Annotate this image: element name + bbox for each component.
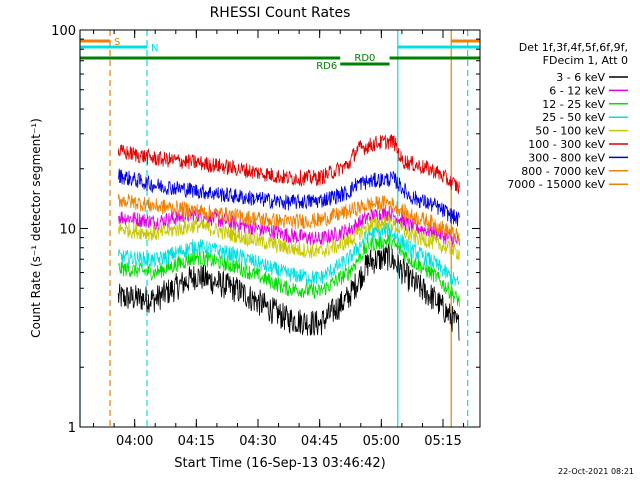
x-tick-label-5: 05:15 <box>424 434 461 449</box>
series-line-1 <box>117 205 460 248</box>
annotation-label-rd0: RD0 <box>354 53 375 64</box>
series-line-2 <box>117 234 460 307</box>
annotation-bars: S N RD6 RD0 <box>80 37 480 72</box>
x-tick-label-3: 04:45 <box>301 434 338 449</box>
legend-label-0: 3 - 6 keV <box>556 71 605 84</box>
legend-label-7: 800 - 7000 keV <box>521 165 605 178</box>
x-tick-label-4: 05:00 <box>363 434 400 449</box>
legend-label-2: 12 - 25 keV <box>542 98 605 111</box>
x-axis-label: Start Time (16-Sep-13 03:46:42) <box>174 456 385 471</box>
series-line-5 <box>117 134 460 195</box>
series-lines <box>117 134 460 341</box>
y-tick-label-0: 1 <box>68 421 76 436</box>
x-tick-label-0: 04:00 <box>116 434 153 449</box>
legend-label-8: 7000 - 15000 keV <box>507 178 605 191</box>
series-line-6 <box>117 168 460 227</box>
footer-date: 22-Oct-2021 08:21 <box>558 467 634 476</box>
y-tick-label-1: 10 <box>59 223 76 238</box>
legend-label-6: 300 - 800 keV <box>528 151 605 164</box>
annotation-label-n: N <box>151 43 158 54</box>
series-line-0 <box>117 243 460 341</box>
legend-header-1: Det 1f,3f,4f,5f,6f,9f, <box>519 41 628 54</box>
plot-frame <box>79 29 481 428</box>
legend-label-5: 100 - 300 keV <box>528 138 605 151</box>
x-axis-ticks: 04:00 04:15 04:30 04:45 05:00 05:15 <box>93 30 465 449</box>
legend-label-3: 25 - 50 keV <box>542 111 605 124</box>
y-axis-ticks: 1 10 100 <box>51 24 480 436</box>
legend-header-2: FDecim 1, Att 0 <box>543 54 628 67</box>
series-line-4 <box>117 213 460 261</box>
legend-label-1: 6 - 12 keV <box>549 84 605 97</box>
series-line-7 <box>117 193 460 243</box>
series-line-3 <box>117 222 460 286</box>
y-tick-label-2: 100 <box>51 24 76 39</box>
legend: Det 1f,3f,4f,5f,6f,9f, FDecim 1, Att 0 3… <box>507 41 628 191</box>
x-tick-label-1: 04:15 <box>178 434 215 449</box>
y-axis-label: Count Rate (s⁻¹ detector segment⁻¹) <box>29 118 43 338</box>
legend-label-4: 50 - 100 keV <box>535 125 605 138</box>
annotation-label-rd6: RD6 <box>316 61 337 72</box>
chart-title: RHESSI Count Rates <box>210 5 351 21</box>
x-tick-label-2: 04:30 <box>239 434 276 449</box>
annotation-label-s: S <box>114 37 120 48</box>
